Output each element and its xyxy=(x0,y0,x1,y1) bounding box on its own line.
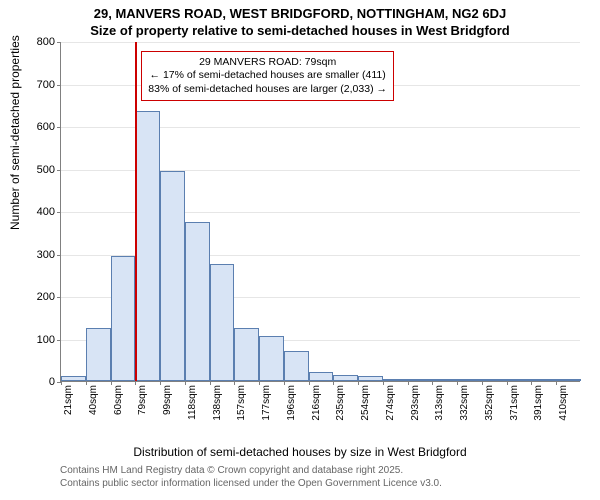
x-axis-label: Distribution of semi-detached houses by … xyxy=(0,445,600,459)
annotation-box: 29 MANVERS ROAD: 79sqm ← 17% of semi-det… xyxy=(141,51,394,102)
annotation-line-1: 29 MANVERS ROAD: 79sqm xyxy=(148,56,387,70)
footer-attribution: Contains HM Land Registry data © Crown c… xyxy=(60,465,442,490)
y-tick-label: 100 xyxy=(37,334,61,346)
x-tick-label: 391sqm xyxy=(533,385,544,421)
annotation-line-2: ← 17% of semi-detached houses are smalle… xyxy=(148,69,387,83)
histogram-bar xyxy=(556,379,581,381)
x-tick-mark xyxy=(482,381,483,385)
x-tick-label: 177sqm xyxy=(261,385,272,421)
x-tick-mark xyxy=(86,381,87,385)
y-tick-label: 0 xyxy=(49,376,61,388)
x-tick-label: 99sqm xyxy=(162,385,173,415)
x-tick-label: 79sqm xyxy=(137,385,148,415)
annotation-line-3: 83% of semi-detached houses are larger (… xyxy=(148,83,387,97)
x-tick-mark xyxy=(259,381,260,385)
histogram-bar xyxy=(259,336,284,381)
histogram-bar xyxy=(507,379,532,381)
y-tick-label: 500 xyxy=(37,164,61,176)
x-tick-label: 332sqm xyxy=(459,385,470,421)
histogram-bar xyxy=(531,379,556,381)
x-tick-label: 352sqm xyxy=(484,385,495,421)
title-line-2: Size of property relative to semi-detach… xyxy=(0,21,600,42)
histogram-bar xyxy=(482,379,507,381)
x-tick-mark xyxy=(408,381,409,385)
y-gridline xyxy=(61,42,580,43)
footer-line-1: Contains HM Land Registry data © Crown c… xyxy=(60,465,442,478)
histogram-bar xyxy=(185,222,210,381)
x-tick-mark xyxy=(309,381,310,385)
x-tick-label: 118sqm xyxy=(187,385,198,420)
x-tick-label: 293sqm xyxy=(410,385,421,421)
histogram-bar xyxy=(383,379,408,381)
chart-area: 010020030040050060070080021sqm40sqm60sqm… xyxy=(60,42,580,422)
histogram-bar xyxy=(408,379,433,381)
histogram-bar xyxy=(309,372,334,381)
x-tick-mark xyxy=(61,381,62,385)
x-tick-mark xyxy=(284,381,285,385)
x-tick-label: 235sqm xyxy=(335,385,346,421)
histogram-bar xyxy=(160,171,185,381)
marker-line xyxy=(135,42,137,381)
y-tick-label: 400 xyxy=(37,206,61,218)
x-tick-mark xyxy=(111,381,112,385)
y-tick-label: 300 xyxy=(37,249,61,261)
y-tick-label: 700 xyxy=(37,79,61,91)
y-tick-label: 600 xyxy=(37,121,61,133)
x-tick-mark xyxy=(383,381,384,385)
plot-area: 010020030040050060070080021sqm40sqm60sqm… xyxy=(60,42,580,382)
x-tick-label: 313sqm xyxy=(434,385,445,421)
histogram-bar xyxy=(358,376,383,381)
x-tick-mark xyxy=(210,381,211,385)
histogram-bar xyxy=(457,379,482,381)
histogram-bar xyxy=(111,256,136,381)
x-tick-mark xyxy=(160,381,161,385)
histogram-bar xyxy=(86,328,111,381)
histogram-bar xyxy=(61,376,86,381)
histogram-bar xyxy=(210,264,235,381)
histogram-bar xyxy=(234,328,259,381)
x-tick-label: 196sqm xyxy=(286,385,297,421)
x-tick-label: 216sqm xyxy=(311,385,322,421)
x-tick-label: 371sqm xyxy=(509,385,520,421)
x-tick-mark xyxy=(358,381,359,385)
x-tick-label: 138sqm xyxy=(212,385,223,421)
y-tick-label: 800 xyxy=(37,36,61,48)
title-line-1: 29, MANVERS ROAD, WEST BRIDGFORD, NOTTIN… xyxy=(0,0,600,21)
footer-line-2: Contains public sector information licen… xyxy=(60,478,442,491)
y-tick-label: 200 xyxy=(37,291,61,303)
histogram-bar xyxy=(432,379,457,381)
x-tick-label: 274sqm xyxy=(385,385,396,421)
x-tick-label: 21sqm xyxy=(63,385,74,415)
y-axis-label: Number of semi-detached properties xyxy=(8,35,22,230)
x-tick-label: 60sqm xyxy=(113,385,124,415)
histogram-bar xyxy=(284,351,309,381)
histogram-bar xyxy=(333,375,358,381)
x-tick-label: 157sqm xyxy=(236,385,247,421)
x-tick-mark xyxy=(185,381,186,385)
chart-title-block: 29, MANVERS ROAD, WEST BRIDGFORD, NOTTIN… xyxy=(0,0,600,42)
x-tick-label: 254sqm xyxy=(360,385,371,421)
x-tick-label: 410sqm xyxy=(558,385,569,421)
x-tick-label: 40sqm xyxy=(88,385,99,415)
histogram-bar xyxy=(135,111,160,381)
x-tick-mark xyxy=(507,381,508,385)
